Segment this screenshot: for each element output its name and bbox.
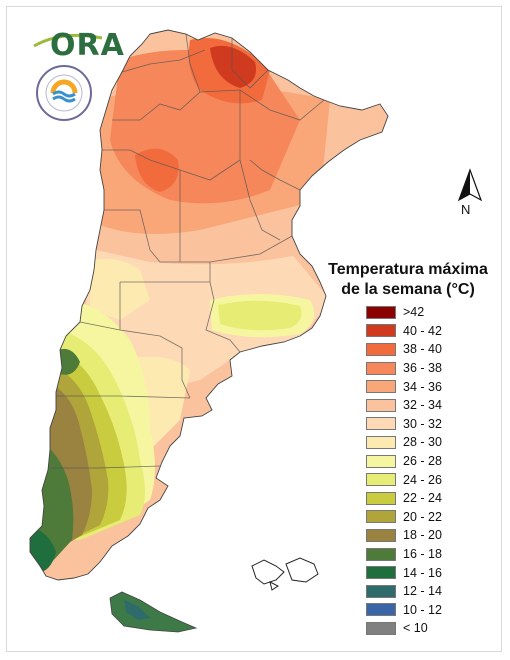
legend-swatch: [366, 380, 396, 394]
legend-swatch: [366, 324, 396, 338]
map-frame: [6, 6, 502, 652]
legend-title-line1: Temperatura máxima: [328, 261, 488, 278]
legend-swatch: [366, 435, 396, 449]
legend-item: 16 - 18: [366, 545, 442, 564]
legend-label: 18 - 20: [403, 528, 442, 543]
legend-item: 40 - 42: [366, 322, 442, 341]
legend-label: 22 - 24: [403, 491, 442, 506]
legend-label: < 10: [403, 621, 428, 636]
tierra-del-fuego-tip: [124, 600, 150, 620]
legend-item: 36 - 38: [366, 359, 442, 378]
legend-swatch: [366, 566, 396, 580]
legend-swatch: [366, 547, 396, 561]
zone-38-40-west: [135, 148, 179, 192]
legend-label: 36 - 38: [403, 361, 442, 376]
tierra-del-fuego: [109, 591, 198, 633]
legend-label: 16 - 18: [403, 547, 442, 562]
legend-swatch: [366, 603, 396, 617]
legend-swatch: [366, 491, 396, 505]
ora-logo-swoosh: [33, 33, 103, 48]
zone-16-18-north: [58, 348, 80, 375]
legend-item: 38 - 40: [366, 340, 442, 359]
legend-label: 20 - 22: [403, 509, 442, 524]
legend-item: 34 - 36: [366, 377, 442, 396]
legend-label: 32 - 34: [403, 398, 442, 413]
legend-swatch: [366, 305, 396, 319]
legend-label: 12 - 14: [403, 584, 442, 599]
zone-24-26-pampa: [218, 300, 302, 331]
legend-title: Temperatura máxima de la semana (°C): [318, 260, 498, 300]
legend-swatch: [366, 621, 396, 635]
coastline: [29, 29, 389, 581]
north-label: N: [461, 202, 471, 217]
legend-label: 30 - 32: [403, 416, 442, 431]
legend-swatch: [366, 342, 396, 356]
ora-logo-text: ORA: [50, 28, 125, 63]
legend-item: 30 - 32: [366, 415, 442, 434]
legend-swatch: [366, 361, 396, 375]
legend-swatch: [366, 417, 396, 431]
legend-label: 10 - 12: [403, 602, 442, 617]
legend-swatch: [366, 584, 396, 598]
legend: >42 40 - 42 38 - 40 36 - 38 34 - 36 32 - 34 30…: [366, 303, 442, 638]
legend-label: 38 - 40: [403, 342, 442, 357]
legend-item: 28 - 30: [366, 433, 442, 452]
legend-label: >42: [403, 305, 425, 320]
legend-item: 12 - 14: [366, 582, 442, 601]
legend-swatch: [366, 398, 396, 412]
legend-item: 24 - 26: [366, 470, 442, 489]
legend-title-line2: de la semana (°C): [341, 281, 475, 298]
legend-swatch: [366, 473, 396, 487]
legend-label: 34 - 36: [403, 379, 442, 394]
zone-40-42: [210, 45, 256, 88]
zone-30-32: [80, 235, 330, 390]
legend-item: < 10: [366, 619, 442, 638]
legend-item: 26 - 28: [366, 452, 442, 471]
legend-label: 14 - 16: [403, 565, 442, 580]
legend-label: 24 - 26: [403, 472, 442, 487]
legend-item: 10 - 12: [366, 601, 442, 620]
legend-item: 14 - 16: [366, 563, 442, 582]
legend-label: 26 - 28: [403, 454, 442, 469]
legend-swatch: [366, 454, 396, 468]
province-borders: [50, 33, 325, 469]
malvinas-islands: [251, 557, 319, 591]
legend-item: >42: [366, 303, 442, 322]
legend-label: 28 - 30: [403, 435, 442, 450]
legend-item: 18 - 20: [366, 526, 442, 545]
institute-seal-icon: [36, 65, 92, 121]
legend-label: 40 - 42: [403, 323, 442, 338]
legend-item: 20 - 22: [366, 508, 442, 527]
north-arrow-icon: [457, 168, 483, 202]
legend-item: 32 - 34: [366, 396, 442, 415]
legend-swatch: [366, 528, 396, 542]
legend-item: 22 - 24: [366, 489, 442, 508]
legend-swatch: [366, 510, 396, 524]
